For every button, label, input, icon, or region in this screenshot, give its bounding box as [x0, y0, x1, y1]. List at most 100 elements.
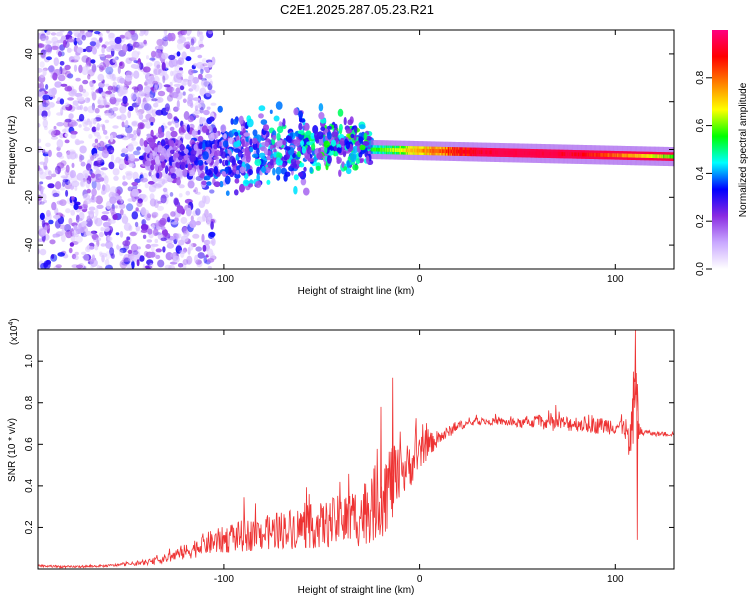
spectrogram-pixel — [600, 153, 603, 157]
spectrogram-pixel — [232, 118, 239, 125]
spectrogram-pixel — [293, 185, 298, 195]
spectrogram-pixel — [141, 119, 149, 123]
spectrogram-pixel — [603, 153, 606, 157]
spectrogram-pixel — [85, 65, 90, 72]
spectrogram-pixel — [105, 104, 110, 108]
spectrogram-pixel — [343, 166, 348, 171]
spectrogram-pixel — [167, 112, 173, 120]
spectrogram-pixel — [355, 158, 360, 165]
spectrogram-pixel — [449, 149, 451, 154]
spectrogram-pixel — [40, 73, 45, 78]
spectrogram-pixel — [472, 150, 474, 154]
spectrogram-pixel — [130, 92, 137, 100]
spectrogram-pixel — [45, 175, 53, 180]
spectrogram-pixel — [64, 133, 69, 138]
spectrogram-pixel — [57, 74, 66, 82]
spectrogram-pixel — [64, 118, 72, 123]
spectrogram-pixel — [234, 131, 239, 137]
spectrogram-pixel — [73, 203, 79, 210]
spectrogram-pixel — [152, 212, 158, 216]
spectrogram-pixel — [560, 152, 563, 156]
spectrogram-pixel — [60, 83, 68, 87]
spectrogram-pixel — [392, 148, 394, 152]
spectrogram-pixel — [416, 148, 419, 153]
spectrogram-pixel — [125, 120, 129, 128]
spectrogram-pixel — [439, 149, 441, 153]
spectrogram-pixel — [92, 46, 97, 55]
spectrogram-pixel — [562, 152, 565, 156]
x-tick-label: -100 — [214, 574, 234, 585]
spectrogram-pixel — [116, 200, 122, 204]
spectrogram-pixel — [454, 149, 457, 154]
spectrogram-pixel — [121, 215, 129, 224]
spectrogram-pixel — [144, 121, 152, 129]
spectrogram-pixel — [336, 158, 341, 164]
spectrogram-pixel — [135, 96, 142, 106]
spectrogram-pixel — [39, 212, 45, 221]
spectrogram-pixel — [44, 51, 51, 55]
spectrogram-pixel — [197, 129, 201, 135]
spectrogram-pixel — [667, 154, 669, 159]
spectrogram-pixel — [254, 158, 262, 167]
spectrogram-pixel — [419, 148, 422, 153]
spectrogram-pixel — [162, 187, 168, 193]
spectrogram-pixel — [202, 244, 207, 252]
spectrogram-pixel — [492, 150, 494, 155]
spectrogram-pixel — [93, 165, 99, 170]
spectrogram-pixel — [337, 108, 344, 117]
spectrogram-pixel — [76, 96, 85, 102]
spectrogram-pixel — [527, 151, 529, 156]
spectrogram-pixel — [75, 264, 84, 269]
spectrogram-pixel — [74, 251, 79, 256]
snr-frame — [37, 329, 675, 570]
spectrogram-pixel — [389, 148, 391, 152]
spectrogram-pixel — [170, 130, 178, 138]
spectrogram-pixel — [330, 139, 337, 147]
spectrogram-pixel — [500, 150, 503, 155]
spectrogram-pixel — [550, 151, 553, 156]
spectrogram-pixel — [352, 164, 359, 171]
spectrogram-pixel — [54, 181, 62, 190]
spectrogram-pixel — [82, 169, 90, 176]
spectrogram-pixel — [414, 148, 417, 153]
spectrogram-pixel — [75, 77, 81, 82]
spectrogram-pixel — [477, 150, 479, 154]
spectrogram-pixel — [39, 248, 47, 256]
spectrogram-pixel — [345, 128, 353, 134]
spectrogram-pixel — [162, 75, 166, 84]
spectrogram-pixel — [107, 236, 113, 241]
spectrogram-pixel — [276, 174, 281, 181]
spectrogram-pixel — [623, 153, 625, 158]
spectrogram-pixel — [402, 148, 404, 153]
spectrogram-pixel — [418, 148, 421, 153]
spectrogram-pixel — [39, 161, 45, 165]
spectrogram-pixel — [617, 153, 619, 158]
spectrogram-pixel — [146, 55, 149, 60]
snr-y-scale: (x104) — [8, 318, 20, 345]
spectrogram-pixel — [71, 162, 75, 168]
spectrogram-pixel — [60, 107, 64, 116]
spectrogram-pixel — [394, 148, 396, 152]
spectrogram-pixel — [159, 155, 165, 162]
spectrogram-pixel — [226, 155, 230, 161]
spectrogram-pixel — [502, 150, 505, 155]
spectrogram-pixel — [484, 150, 486, 155]
spectrogram-pixel — [390, 148, 392, 152]
spectrogram-pixel — [298, 162, 305, 168]
spectrogram-pixel — [207, 83, 213, 91]
spectrogram-pixel — [82, 253, 90, 262]
spectrogram-pixel — [62, 128, 67, 133]
spectrogram-pixel — [96, 88, 104, 93]
spectrogram-pixel — [163, 30, 168, 36]
spectrogram-pixel — [138, 89, 145, 98]
spectrogram-pixel — [149, 193, 155, 201]
spectrogram-pixel — [188, 69, 194, 76]
spectrogram-pixel — [191, 84, 197, 89]
spectrogram-pixel — [358, 136, 363, 144]
spectrogram-pixel — [297, 146, 302, 152]
spectrogram-pixel — [205, 169, 212, 176]
spectrogram-pixel — [89, 258, 98, 268]
spectrogram-pixel — [620, 153, 622, 158]
spectrogram-pixel — [182, 98, 187, 104]
